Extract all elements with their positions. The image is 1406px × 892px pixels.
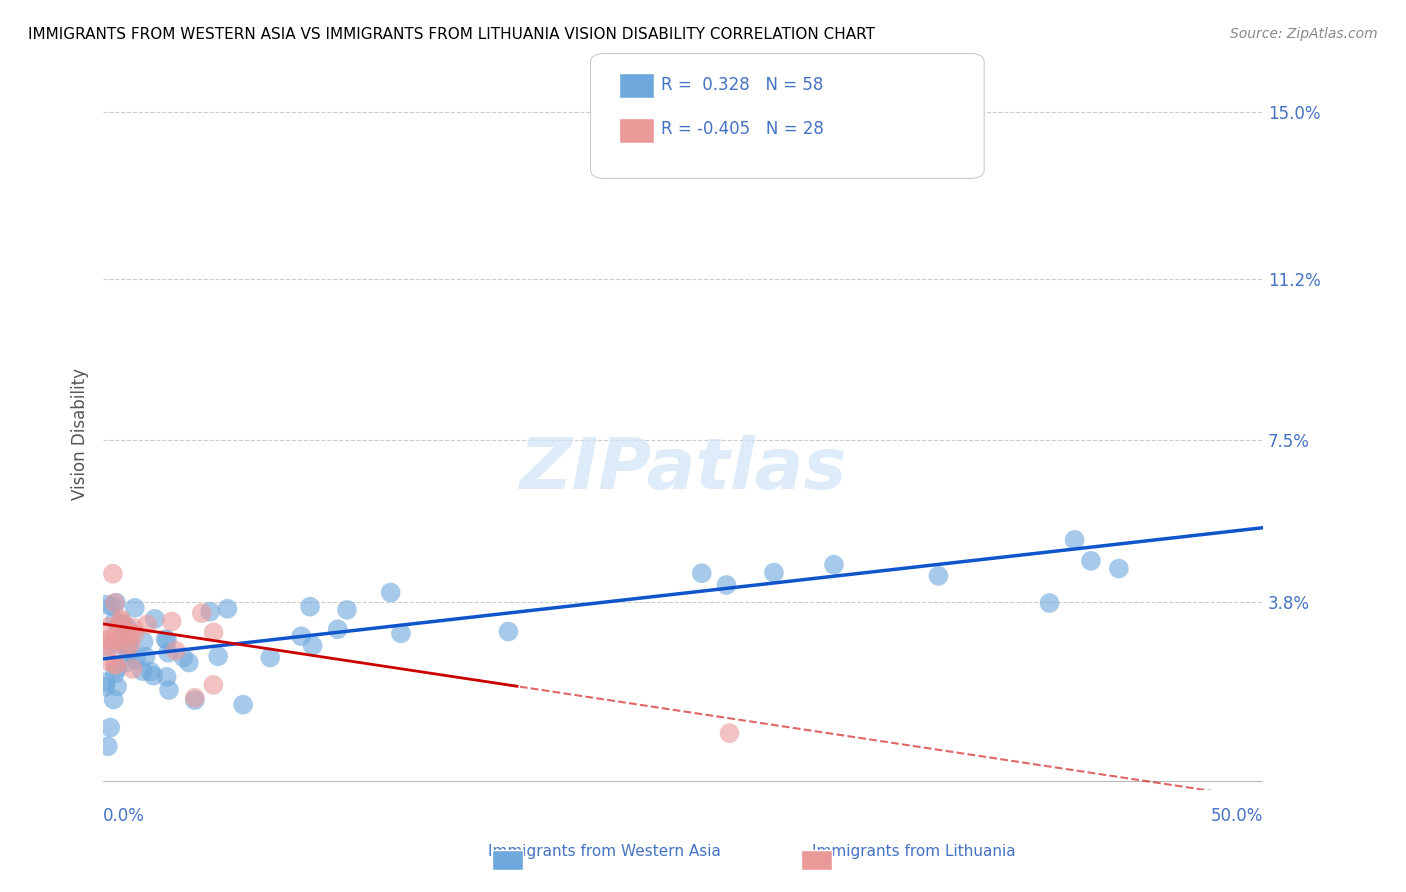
Point <box>96 598 118 612</box>
Point <box>142 669 165 683</box>
Point <box>98 721 121 735</box>
Point <box>389 626 412 640</box>
Point <box>105 680 128 694</box>
Point <box>108 617 131 632</box>
Point <box>690 566 713 581</box>
Text: IMMIGRANTS FROM WESTERN ASIA VS IMMIGRANTS FROM LITHUANIA VISION DISABILITY CORR: IMMIGRANTS FROM WESTERN ASIA VS IMMIGRAN… <box>28 27 875 42</box>
Point <box>177 656 200 670</box>
Point <box>143 612 166 626</box>
Point <box>301 639 323 653</box>
Point <box>104 666 127 681</box>
Point <box>97 654 120 668</box>
Point <box>1080 554 1102 568</box>
Point <box>94 675 117 690</box>
Point <box>101 599 124 614</box>
Point <box>132 634 155 648</box>
Text: R = -0.405   N = 28: R = -0.405 N = 28 <box>661 120 824 138</box>
Point <box>184 693 207 707</box>
Point <box>104 614 127 628</box>
Point <box>290 629 312 643</box>
Point <box>184 690 207 705</box>
Point <box>94 680 117 694</box>
Point <box>122 627 145 641</box>
Point <box>1063 533 1085 547</box>
Point <box>202 625 225 640</box>
Point <box>107 637 129 651</box>
Point <box>97 739 120 754</box>
Point <box>101 566 124 581</box>
Point <box>120 637 142 651</box>
Point <box>105 661 128 675</box>
Point <box>299 599 322 614</box>
Text: 50.0%: 50.0% <box>1211 806 1263 824</box>
Point <box>124 600 146 615</box>
Point <box>160 615 183 629</box>
Text: R =  0.328   N = 58: R = 0.328 N = 58 <box>661 76 823 94</box>
Point <box>104 596 127 610</box>
Point <box>157 683 180 698</box>
Point <box>1038 596 1060 610</box>
Point <box>202 678 225 692</box>
Point <box>115 621 138 635</box>
Point <box>156 670 179 684</box>
Point <box>97 620 120 634</box>
Point <box>1108 561 1130 575</box>
Point <box>136 617 159 632</box>
Point <box>122 621 145 635</box>
Point <box>498 624 520 639</box>
Point <box>190 606 212 620</box>
Point <box>716 578 738 592</box>
Point <box>232 698 254 712</box>
Point <box>98 634 121 648</box>
Point <box>110 612 132 626</box>
Point <box>125 652 148 666</box>
Point <box>121 662 143 676</box>
Point <box>100 640 122 654</box>
Point <box>259 650 281 665</box>
Point <box>172 650 194 665</box>
Point <box>111 615 134 629</box>
Point <box>96 640 118 654</box>
Point <box>217 601 239 615</box>
Point <box>155 632 177 647</box>
Point <box>105 596 128 610</box>
Y-axis label: Vision Disability: Vision Disability <box>72 368 89 500</box>
Point <box>336 603 359 617</box>
Point <box>207 649 229 664</box>
Point <box>115 640 138 655</box>
Point <box>157 646 180 660</box>
Point <box>107 634 129 648</box>
Point <box>105 626 128 640</box>
Point <box>823 558 845 572</box>
Point <box>156 633 179 648</box>
Text: Immigrants from Western Asia: Immigrants from Western Asia <box>488 845 721 859</box>
Point <box>134 649 156 664</box>
Point <box>139 665 162 679</box>
Point <box>117 646 139 660</box>
Point <box>117 637 139 651</box>
Point <box>103 692 125 706</box>
Point <box>104 657 127 672</box>
Text: Immigrants from Lithuania: Immigrants from Lithuania <box>813 845 1015 859</box>
Text: Source: ZipAtlas.com: Source: ZipAtlas.com <box>1230 27 1378 41</box>
Point <box>165 643 187 657</box>
Point <box>112 617 135 632</box>
Text: 0.0%: 0.0% <box>103 806 145 824</box>
Text: ZIPatlas: ZIPatlas <box>519 434 846 504</box>
Point <box>326 622 349 636</box>
Point <box>380 585 402 599</box>
Point <box>762 566 785 580</box>
Point <box>93 632 115 647</box>
Point <box>131 664 153 678</box>
Point <box>110 619 132 633</box>
Point <box>718 726 741 740</box>
Point <box>104 657 127 672</box>
Point <box>927 569 949 583</box>
Point <box>198 605 221 619</box>
Point <box>118 626 141 640</box>
Point <box>115 656 138 670</box>
